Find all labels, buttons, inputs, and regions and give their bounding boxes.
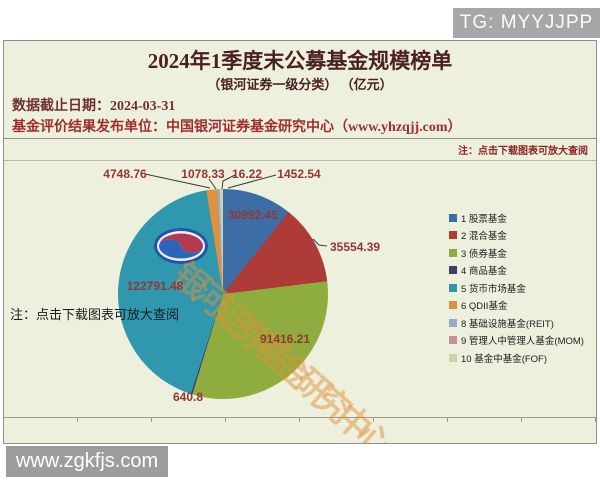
pie-value-money-market-funds: 122791.48 bbox=[126, 279, 184, 293]
legend-swatch bbox=[449, 231, 457, 240]
pie-chart-area[interactable]: 银河证券基金研究中心 30992.45 35554.39 91416.21 64… bbox=[4, 161, 596, 443]
divider bbox=[4, 160, 596, 161]
pie-value-qdii-funds: 4748.76 bbox=[103, 167, 147, 181]
legend-item: 1 股票基金 bbox=[449, 209, 584, 227]
legend-swatch bbox=[449, 353, 457, 362]
telegram-watermark: TG: MYYJJPP bbox=[453, 8, 600, 38]
pie-value-hybrid-funds: 35554.39 bbox=[330, 240, 381, 254]
galaxy-securities-logo-icon bbox=[154, 228, 208, 264]
legend-label: 2 混合基金 bbox=[461, 231, 507, 243]
chart-legend: 1 股票基金 2 混合基金 3 债券基金 4 商品基金 5 货币市场基金 6 QDII基金… bbox=[449, 209, 584, 367]
pie-value-equity-funds: 30992.45 bbox=[227, 208, 279, 222]
bottom-axis-line bbox=[4, 417, 596, 422]
legend-label: 8 基础设施基金(REIT) bbox=[461, 318, 554, 330]
legend-item: 5 货币市场基金 bbox=[449, 279, 584, 297]
legend-swatch bbox=[449, 266, 457, 275]
legend-item: 8 基础设施基金(REIT) bbox=[449, 314, 584, 332]
pie-chart[interactable] bbox=[118, 189, 328, 399]
legend-item: 4 商品基金 bbox=[449, 262, 584, 280]
page-subtitle: （银河证券一级分类） （亿元） bbox=[207, 77, 393, 92]
legend-item: 3 债券基金 bbox=[449, 244, 584, 262]
legend-label: 9 管理人中管理人基金(MOM) bbox=[461, 336, 584, 348]
legend-item: 9 管理人中管理人基金(MOM) bbox=[449, 332, 584, 350]
data-cutoff-date: 数据截止日期：2024-03-31 bbox=[12, 99, 176, 114]
legend-swatch bbox=[449, 336, 457, 345]
pie-value-mom-funds: 16.22 bbox=[231, 167, 263, 181]
legend-label: 10 基金中基金(FOF) bbox=[461, 353, 548, 365]
legend-label: 5 货币市场基金 bbox=[461, 283, 526, 295]
legend-swatch bbox=[449, 248, 457, 257]
legend-label: 3 债券基金 bbox=[461, 248, 507, 260]
legend-label: 6 QDII基金 bbox=[461, 301, 508, 313]
divider bbox=[4, 138, 596, 139]
report-panel: 2024年1季度末公募基金规模榜单 （银河证券一级分类） （亿元） 数据截止日期… bbox=[3, 40, 597, 444]
pie-value-fof-funds: 1452.54 bbox=[277, 167, 321, 181]
zoom-note-top: 注：点击下载图表可放大查阅 bbox=[458, 146, 588, 157]
pie-value-reit-funds: 1078.33 bbox=[181, 167, 225, 181]
legend-item: 2 混合基金 bbox=[449, 227, 584, 245]
zoom-note-bottom: 注：点击下载图表可放大查阅 bbox=[10, 307, 180, 322]
page-title: 2024年1季度末公募基金规模榜单 bbox=[147, 49, 453, 73]
legend-swatch bbox=[449, 283, 457, 292]
legend-label: 1 股票基金 bbox=[461, 213, 507, 225]
legend-item: 10 基金中基金(FOF) bbox=[449, 349, 584, 367]
legend-swatch bbox=[449, 301, 457, 310]
leader-lines bbox=[144, 173, 328, 247]
legend-label: 4 商品基金 bbox=[461, 266, 507, 278]
legend-swatch bbox=[449, 213, 457, 222]
site-watermark: www.zgkfjs.com bbox=[6, 446, 168, 477]
publisher-line: 基金评价结果发布单位：中国银河证券基金研究中心（www.yhzqjj.com） bbox=[12, 120, 462, 135]
legend-swatch bbox=[449, 318, 457, 327]
legend-item: 6 QDII基金 bbox=[449, 297, 584, 315]
pie-value-bond-funds: 91416.21 bbox=[259, 332, 311, 346]
pie-value-commodity-funds: 640.8 bbox=[172, 390, 204, 404]
